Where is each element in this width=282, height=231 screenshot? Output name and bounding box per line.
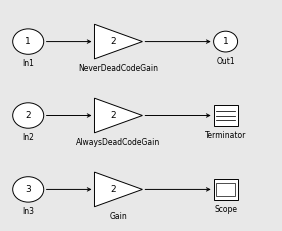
Text: Gain: Gain [110,212,127,221]
Text: Scope: Scope [214,205,237,214]
Ellipse shape [13,29,44,54]
Ellipse shape [214,31,238,52]
Bar [214,179,237,200]
Text: 3: 3 [25,185,31,194]
Text: Terminator: Terminator [205,131,246,140]
Text: 1: 1 [223,37,228,46]
Ellipse shape [13,177,44,202]
Ellipse shape [13,103,44,128]
Polygon shape [94,24,142,59]
Polygon shape [94,98,142,133]
Text: NeverDeadCodeGain: NeverDeadCodeGain [78,64,158,73]
Text: 2: 2 [111,37,116,46]
Text: In2: In2 [22,133,34,142]
Text: In3: In3 [22,207,34,216]
Text: In1: In1 [22,59,34,68]
Polygon shape [94,172,142,207]
Text: 2: 2 [25,111,31,120]
Text: Out1: Out1 [216,57,235,66]
Text: 1: 1 [25,37,31,46]
Text: AlwaysDeadCodeGain: AlwaysDeadCodeGain [76,138,160,147]
Bar [217,183,235,196]
Text: 2: 2 [111,185,116,194]
Text: 2: 2 [111,111,116,120]
Bar [214,105,237,126]
